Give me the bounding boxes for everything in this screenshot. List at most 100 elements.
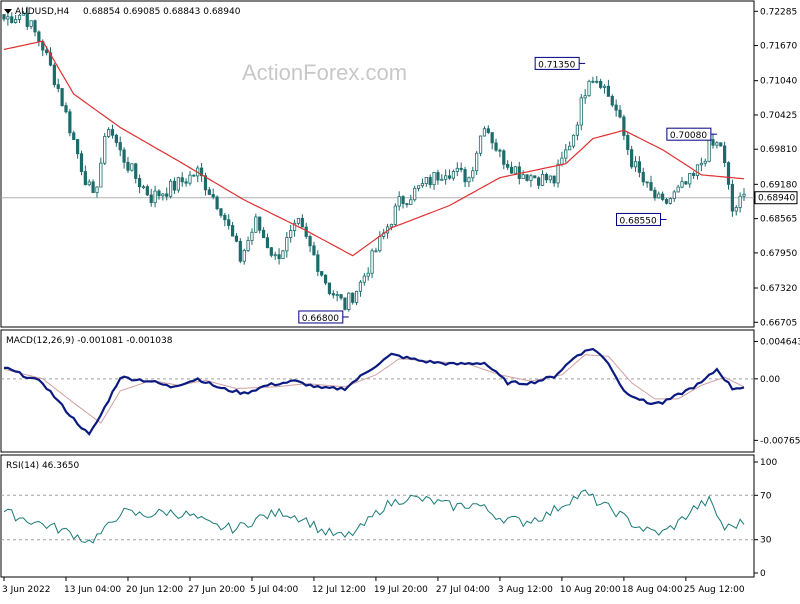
candle <box>56 84 60 89</box>
candle <box>72 132 76 140</box>
rsi-axis-tick-label: 70 <box>760 491 772 501</box>
price-annotation: 0.70080 <box>666 127 717 141</box>
candle <box>645 181 649 184</box>
candle <box>99 162 103 188</box>
price-axis-tick-label: 0.66705 <box>760 318 797 328</box>
price-panel <box>0 0 755 328</box>
candle <box>664 199 669 204</box>
annotation-value: 0.70080 <box>670 131 707 141</box>
candle <box>165 193 169 197</box>
candle <box>87 181 91 186</box>
candle <box>661 193 665 200</box>
candle <box>103 136 107 164</box>
candle <box>114 134 118 143</box>
candle <box>521 174 525 179</box>
candle <box>517 166 521 179</box>
candle <box>707 139 711 162</box>
candle <box>223 214 227 221</box>
rsi-axis-tick-label: 30 <box>760 536 772 546</box>
candle <box>738 195 742 208</box>
annotation-box <box>616 212 662 226</box>
candle <box>254 216 258 233</box>
candle <box>389 223 394 228</box>
candle <box>149 194 153 203</box>
candle <box>246 240 250 251</box>
candle <box>300 217 304 228</box>
candle <box>428 177 432 186</box>
candle <box>599 80 603 88</box>
candle <box>285 237 289 252</box>
candle <box>401 196 405 205</box>
candle <box>626 135 630 151</box>
macd-axis-tick-label: 0.00 <box>760 375 780 385</box>
candle <box>548 175 552 181</box>
triangle-down-icon <box>4 9 12 14</box>
price-header: AUDUSD,H4 0.68854 0.69085 0.68843 0.6894… <box>4 7 241 17</box>
candle <box>145 186 149 196</box>
x-axis-tick-label: 27 Jun 20:00 <box>188 585 245 595</box>
x-axis-tick-label: 25 Aug 12:00 <box>684 585 745 595</box>
candle <box>14 19 18 23</box>
candle <box>250 231 254 241</box>
candle <box>296 217 301 224</box>
candle <box>475 152 479 172</box>
x-axis-tick-label: 10 Aug 20:00 <box>560 585 621 595</box>
candle <box>715 142 719 146</box>
candle <box>176 177 180 191</box>
candle <box>614 104 618 111</box>
candle <box>79 153 84 172</box>
candle <box>292 222 297 231</box>
candle <box>444 175 448 180</box>
candle <box>107 129 111 137</box>
rsi-axis-tick-label: 0 <box>760 569 766 579</box>
rsi-axis-tick-label: 100 <box>760 458 777 468</box>
candle <box>486 128 490 133</box>
candle <box>498 149 502 152</box>
candle <box>695 164 700 176</box>
candle <box>374 250 378 253</box>
candle <box>347 292 351 310</box>
candle <box>540 173 545 186</box>
candle <box>436 172 440 181</box>
candle <box>711 139 715 146</box>
candle <box>265 237 270 249</box>
candle <box>230 225 235 237</box>
price-axis-tick-label: 0.68565 <box>760 215 797 225</box>
annotation-box <box>666 127 712 141</box>
candle <box>471 170 475 179</box>
candle <box>699 162 703 166</box>
candle <box>602 85 607 88</box>
candle <box>37 31 41 42</box>
candle <box>467 177 471 183</box>
candle <box>172 180 177 191</box>
candle <box>91 181 95 194</box>
candle <box>463 169 467 183</box>
candle <box>242 249 246 262</box>
price-axis-tick-label: 0.72285 <box>760 7 797 17</box>
annotation-value: 0.71350 <box>538 60 575 70</box>
rsi-panel <box>0 454 755 578</box>
candle <box>579 97 583 126</box>
candle <box>192 174 196 177</box>
macd-axis-tick-label: -0.007653 <box>760 436 800 446</box>
candle <box>153 190 157 203</box>
candle <box>323 274 328 284</box>
x-axis-tick-label: 5 Jul 04:00 <box>250 585 299 595</box>
macd-panel <box>0 329 755 453</box>
price-axis-tick-label: 0.71670 <box>760 42 797 52</box>
candle <box>161 193 165 197</box>
ohlc-label: 0.68854 0.69085 0.68843 0.68940 <box>83 7 241 17</box>
candle <box>138 178 142 188</box>
candle <box>277 254 281 260</box>
candle <box>110 129 115 136</box>
rsi-label: RSI(14) 46.3650 <box>6 461 79 471</box>
candle <box>52 64 56 86</box>
candle <box>33 20 37 33</box>
axes: 0.72285 0.71670 0.71040 0.70425 0.69810 0.691… <box>2 7 800 595</box>
candle <box>308 236 312 247</box>
price-annotation: 0.68550 <box>616 212 667 226</box>
price-axis-tick-label: 0.67320 <box>760 284 797 294</box>
candle <box>416 185 421 189</box>
candle <box>118 142 122 151</box>
candle <box>676 186 680 193</box>
